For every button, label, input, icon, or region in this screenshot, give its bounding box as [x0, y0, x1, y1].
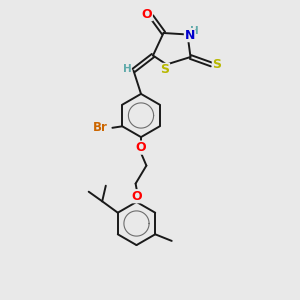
Text: O: O — [132, 190, 142, 203]
Text: S: S — [212, 58, 221, 71]
Text: N: N — [184, 28, 195, 42]
Text: O: O — [136, 141, 146, 154]
Text: S: S — [160, 63, 169, 76]
Text: O: O — [142, 8, 152, 21]
Text: Br: Br — [93, 121, 108, 134]
Text: H: H — [122, 64, 131, 74]
Text: H: H — [190, 26, 199, 36]
